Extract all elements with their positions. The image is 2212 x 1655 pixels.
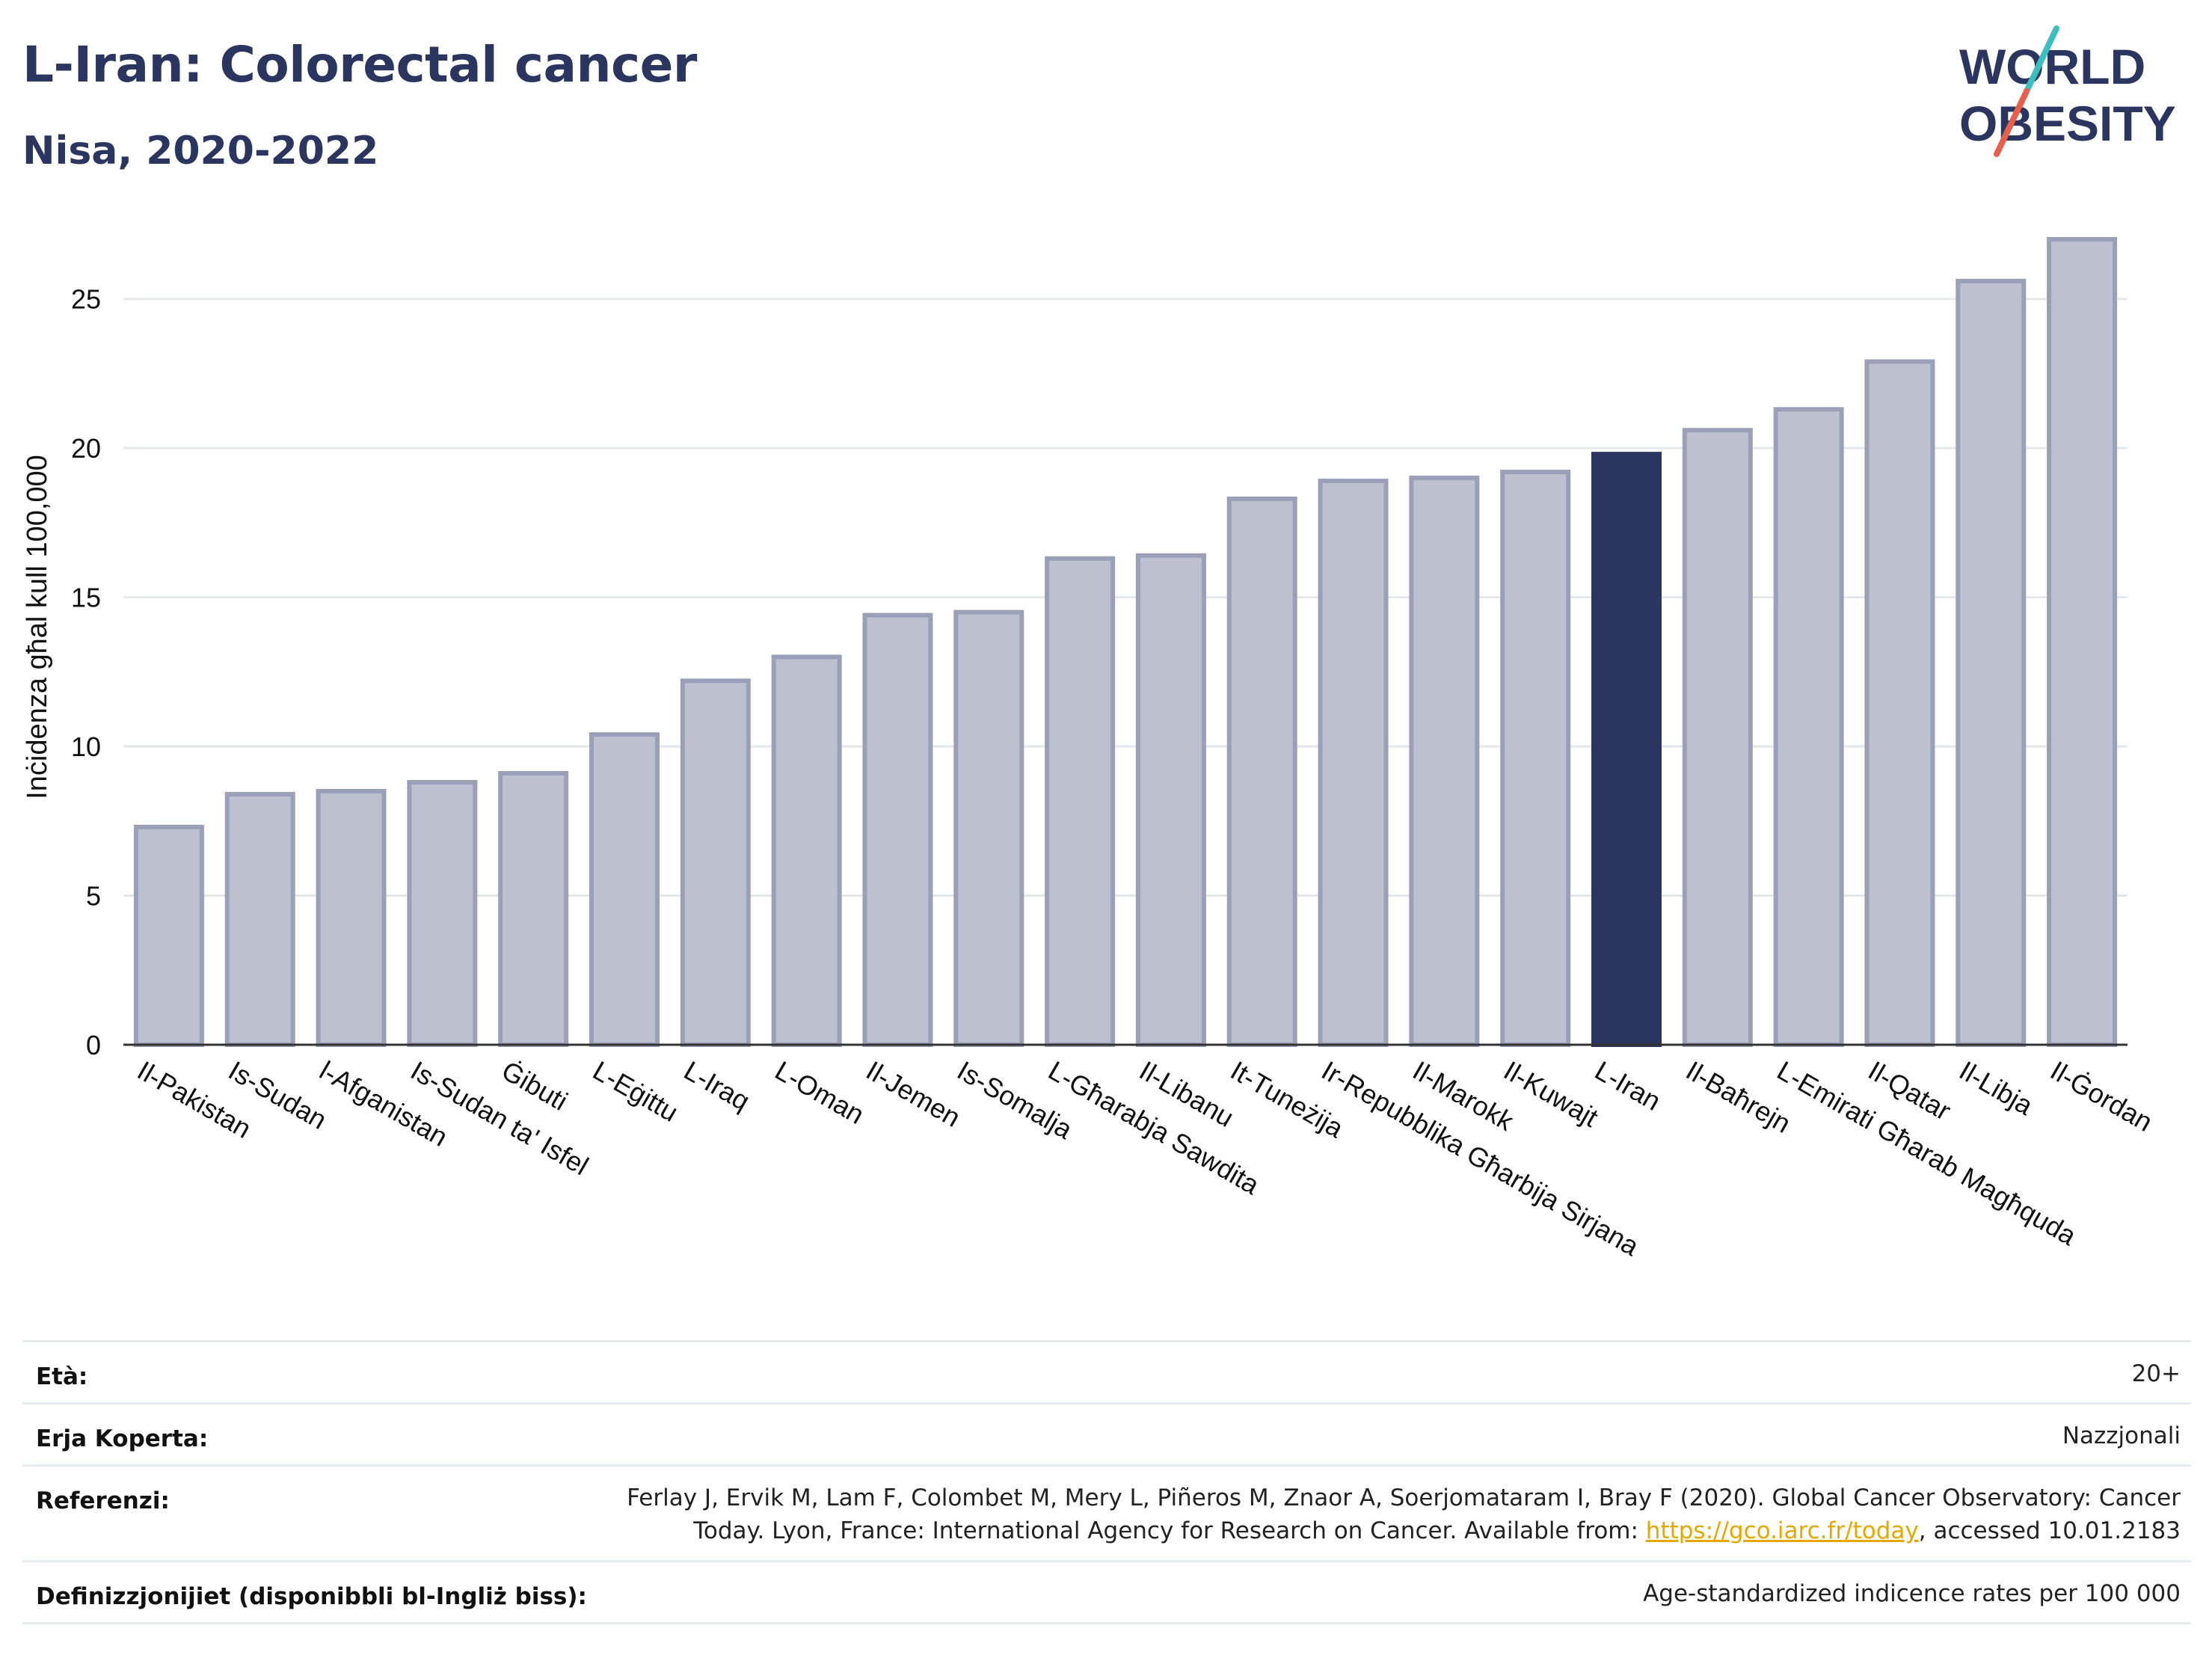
metadata-label: Referenzi: — [36, 1487, 170, 1514]
y-tick-label: 5 — [86, 881, 101, 912]
bar-is-sudan — [224, 791, 295, 1048]
bar-il-jemen — [862, 612, 933, 1047]
bar-l-emirati-g-arab-mag-quda — [1773, 407, 1844, 1047]
bar-il-marokk — [1409, 476, 1480, 1047]
bar-is-somalja — [953, 610, 1024, 1047]
x-tick-label: Il-Baħrejn — [1681, 1054, 1796, 1139]
x-tick-label: Il-Libja — [1954, 1054, 2039, 1121]
x-tick-label: Il-Kuwajt — [1499, 1054, 1603, 1133]
bar-is-sudan-ta-isfel — [407, 779, 478, 1047]
bar-l-e-ittu — [589, 732, 660, 1047]
bar-chart: 0 5 10 15 20 25 Il-PakistanIs-Sudanl-Afganist… — [22, 236, 2158, 1262]
metadata-row: Età: 20+ — [22, 1340, 2191, 1402]
metadata-value: Age-standardized indicence rates per 100… — [1643, 1580, 2181, 1607]
logo-slash-teal — [2024, 25, 2059, 94]
bar-l-g-arabja-sawdita — [1045, 556, 1116, 1047]
metadata-table: Età: 20+ Erja Koperta: Nazzjonali Referenzi:… — [22, 1340, 2191, 1624]
metadata-value: 20+ — [2131, 1360, 2181, 1387]
logo-text-obesity: OBESITY — [1959, 96, 2176, 151]
bar-il-qatar — [1864, 359, 1935, 1047]
y-tick-label: 25 — [71, 284, 101, 315]
x-tick-label: L-Eġittu — [588, 1054, 683, 1128]
x-tick-label: Il-Jemen — [861, 1054, 965, 1133]
y-tick-labels: 0 5 10 15 20 25 — [71, 284, 101, 1060]
y-tick-label: 20 — [71, 433, 101, 464]
world-obesity-logo: WORLD OBESITY — [1959, 25, 2176, 157]
bar-l-iran — [1591, 452, 1662, 1047]
y-axis-label: Inċidenza għal kull 100,000 — [22, 455, 53, 799]
x-tick-label: L-Iraq — [679, 1054, 755, 1117]
reference-link[interactable]: https://gco.iarc.fr/today — [1645, 1517, 1919, 1544]
metadata-bottom-border — [22, 1622, 2191, 1624]
bar--ibuti — [498, 770, 569, 1047]
bar-il-pakistan — [133, 824, 204, 1048]
x-tick-label: L-Oman — [770, 1054, 870, 1130]
bar-it-tune-ija — [1226, 496, 1297, 1047]
logo-text-world: WORLD — [1959, 39, 2145, 94]
y-tick-label: 0 — [86, 1030, 101, 1060]
metadata-value: Ferlay J, Ervik M, Lam F, Colombet M, Me… — [627, 1484, 2181, 1544]
metadata-label: Definizzjonijiet (disponibbli bl-Ingliż … — [36, 1583, 587, 1610]
bar-il-kuwajt — [1500, 470, 1571, 1047]
chart-title: L-Iran: Colorectal cancer — [22, 36, 697, 93]
y-tick-label: 10 — [71, 731, 101, 762]
bar-il-ba-rejn — [1682, 428, 1753, 1047]
metadata-row: Erja Koperta: Nazzjonali — [22, 1402, 2191, 1464]
bar-l-afganistan — [316, 788, 387, 1047]
metadata-row: Referenzi: Ferlay J, Ervik M, Lam F, Colo… — [22, 1464, 2191, 1560]
metadata-label: Erja Koperta: — [36, 1425, 209, 1452]
x-tick-label: Il-Ġordan — [2045, 1054, 2157, 1137]
bar-il-ordan — [2047, 236, 2118, 1048]
x-tick-labels: Il-PakistanIs-Sudanl-AfganistanIs-Sudan … — [132, 1054, 2158, 1262]
x-tick-label: Ir-Repubblika Għarbija Sirjana — [1317, 1054, 1645, 1262]
bars — [133, 236, 2118, 1048]
metadata-row: Definizzjonijiet (disponibbli bl-Ingliż … — [22, 1560, 2191, 1622]
bar-il-libanu — [1135, 553, 1206, 1047]
metadata-label: Età: — [36, 1363, 88, 1390]
bar-ir-repubblika-g-arbija-sirjana — [1318, 479, 1389, 1047]
y-tick-label: 15 — [71, 583, 101, 613]
chart-subtitle: Nisa, 2020-2022 — [22, 129, 379, 174]
logo-slash-red — [1994, 88, 2030, 157]
bar-l-iraq — [680, 678, 751, 1048]
metadata-value: Nazzjonali — [2062, 1422, 2181, 1449]
bar-il-libja — [1956, 278, 2027, 1047]
bar-l-oman — [771, 654, 842, 1047]
